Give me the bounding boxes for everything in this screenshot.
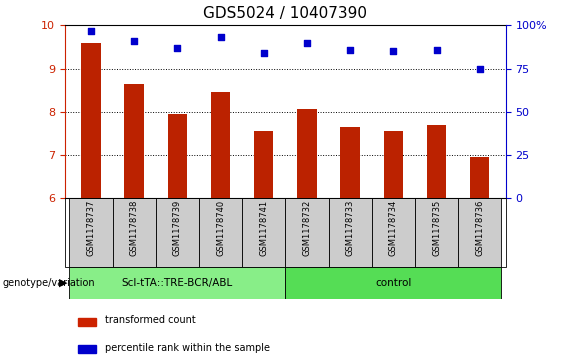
Point — [216, 34, 225, 40]
Text: transformed count: transformed count — [105, 315, 195, 326]
Bar — [458, 198, 501, 267]
Bar — [211, 92, 231, 198]
Bar — [124, 83, 144, 198]
Bar — [427, 125, 446, 198]
Text: ▶: ▶ — [59, 278, 68, 288]
Bar — [81, 42, 101, 198]
Text: GSM1178740: GSM1178740 — [216, 200, 225, 256]
Text: GSM1178738: GSM1178738 — [129, 200, 138, 256]
Point — [346, 46, 355, 52]
Bar — [168, 114, 187, 198]
Text: GSM1178736: GSM1178736 — [475, 200, 484, 256]
Text: GSM1178734: GSM1178734 — [389, 200, 398, 256]
Bar — [328, 198, 372, 267]
Bar — [384, 131, 403, 198]
Point — [432, 46, 441, 52]
Point — [475, 66, 484, 72]
Point — [389, 48, 398, 54]
Text: percentile rank within the sample: percentile rank within the sample — [105, 343, 270, 353]
Bar — [69, 267, 285, 299]
Bar — [156, 198, 199, 267]
Bar — [78, 318, 96, 326]
Point — [129, 38, 138, 44]
Text: genotype/variation: genotype/variation — [3, 278, 95, 288]
Text: GSM1178733: GSM1178733 — [346, 200, 355, 256]
Bar — [340, 127, 360, 198]
Bar — [470, 157, 489, 198]
Bar — [199, 198, 242, 267]
Point — [173, 45, 182, 51]
Text: GSM1178741: GSM1178741 — [259, 200, 268, 256]
Text: GSM1178739: GSM1178739 — [173, 200, 182, 256]
Bar — [78, 346, 96, 354]
Title: GDS5024 / 10407390: GDS5024 / 10407390 — [203, 7, 367, 21]
Bar — [285, 198, 328, 267]
Point — [86, 28, 95, 33]
Bar — [112, 198, 156, 267]
Text: GSM1178735: GSM1178735 — [432, 200, 441, 256]
Text: control: control — [375, 278, 411, 288]
Point — [259, 50, 268, 56]
Bar — [372, 198, 415, 267]
Text: GSM1178737: GSM1178737 — [86, 200, 95, 256]
Bar — [415, 198, 458, 267]
Point — [302, 40, 311, 45]
Text: Scl-tTA::TRE-BCR/ABL: Scl-tTA::TRE-BCR/ABL — [121, 278, 233, 288]
Bar — [254, 131, 273, 198]
Bar — [297, 110, 316, 198]
Bar — [242, 198, 285, 267]
Text: GSM1178732: GSM1178732 — [302, 200, 311, 256]
Bar — [69, 198, 112, 267]
Bar — [285, 267, 501, 299]
